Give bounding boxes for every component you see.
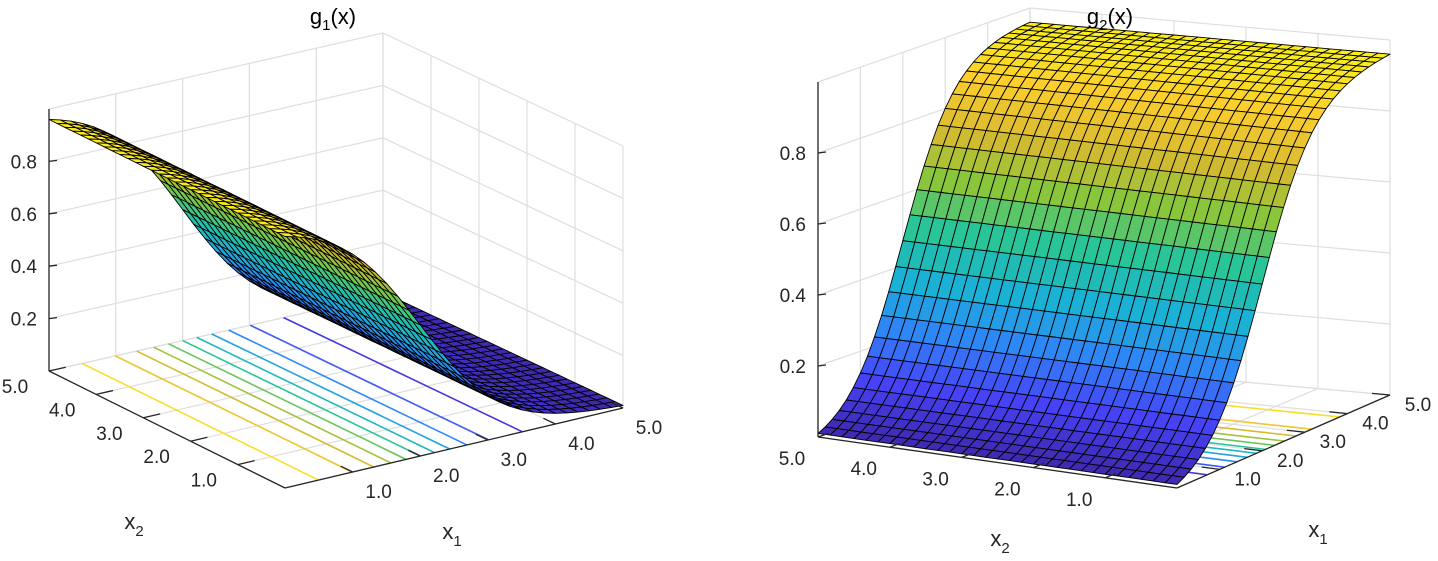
z-tick-mark	[817, 151, 827, 154]
y-tick-label: 1.0	[191, 471, 217, 492]
y-tick-mark	[889, 442, 901, 448]
x-tick-label: 5.0	[1405, 395, 1431, 416]
y-tick-mark	[48, 366, 66, 372]
grid-line	[382, 84, 624, 199]
z-tick-mark	[817, 222, 827, 225]
z-tick-mark	[817, 293, 827, 296]
contour-line	[168, 343, 407, 461]
z-tick-mark	[48, 212, 58, 215]
y-tick-mark	[817, 432, 829, 438]
x-tick-mark	[610, 401, 624, 409]
z-tick-label: 0.6	[780, 215, 806, 236]
x-tick-label: 1.0	[1234, 469, 1260, 490]
y-axis-label: x2	[990, 526, 1009, 557]
surface-patch	[276, 232, 297, 238]
tick-labels: 0.2 0.4 0.6 0.8 1.0 2.0 3.0 4.0 5.0 1.0 2.0 3.0 4.0 5…	[779, 144, 1431, 511]
z-tick-label: 0.2	[11, 310, 37, 331]
surface-plot-g1: 0.2 0.4 0.6 0.8 1.0 2.0 3.0 4.0 5.0 1.0 2.0 3.0 4.0 5…	[2, 4, 662, 550]
z-tick-label: 0.6	[11, 205, 37, 226]
x-tick-mark	[1201, 466, 1220, 471]
y-tick-mark	[961, 452, 973, 459]
contour-line	[81, 362, 319, 481]
z-tick-label: 0.4	[11, 257, 38, 278]
y-tick-label: 4.0	[851, 459, 877, 480]
x-tick-mark	[475, 433, 489, 441]
axes-lines	[817, 82, 1391, 489]
contour-line	[211, 333, 451, 450]
x-axis-line	[284, 407, 624, 489]
y-tick-mark	[1033, 462, 1045, 469]
x-tick-mark	[1371, 392, 1391, 396]
chart-title: g2(x)	[1087, 4, 1133, 34]
z-tick-label: 0.8	[11, 152, 37, 173]
grid-line	[48, 32, 384, 110]
y-axis-line	[48, 370, 286, 489]
surface-patch	[1164, 475, 1185, 485]
y-tick-label: 1.0	[1066, 490, 1092, 511]
chart-title: g1(x)	[310, 4, 356, 34]
x-tick-mark	[1244, 447, 1263, 452]
y-tick-label: 3.0	[922, 469, 948, 490]
contour-line	[136, 350, 375, 468]
surface-mesh	[48, 119, 624, 414]
contour-line	[228, 329, 468, 446]
grid-line	[48, 137, 384, 215]
y-tick-mark	[143, 413, 161, 419]
x-tick-mark	[340, 465, 353, 473]
z-tick-label: 0.8	[780, 144, 806, 165]
grid-line	[382, 189, 624, 304]
z-tick-mark	[817, 364, 827, 367]
contour-line	[114, 355, 353, 473]
contour-line	[182, 339, 421, 457]
tick-labels: 0.2 0.4 0.6 0.8 1.0 2.0 3.0 4.0 5.0 1.0 2.0 3.0 4.0 5…	[2, 152, 662, 503]
y-tick-label: 5.0	[2, 377, 28, 398]
axes-lines	[48, 109, 624, 489]
x-tick-label: 4.0	[568, 434, 594, 455]
grid-line	[382, 137, 624, 252]
z-tick-mark	[48, 264, 58, 267]
y-tick-mark	[237, 460, 255, 466]
y-tick-label: 4.0	[49, 400, 75, 421]
y-tick-label: 2.0	[143, 447, 169, 468]
z-tick-label: 0.2	[780, 357, 806, 378]
y-tick-label: 2.0	[994, 480, 1020, 501]
x-tick-label: 2.0	[1277, 451, 1303, 472]
x-tick-label: 3.0	[1320, 432, 1346, 453]
grid-line	[382, 32, 624, 147]
z-tick-mark	[48, 316, 58, 320]
y-tick-mark	[1104, 472, 1117, 479]
surface-mesh	[817, 21, 1391, 485]
x-tick-label: 3.0	[501, 450, 527, 471]
grid-line	[1029, 7, 1391, 41]
y-axis-label: x2	[124, 509, 143, 540]
y-tick-label: 5.0	[779, 449, 805, 470]
x-axis-label: x1	[442, 519, 461, 550]
x-tick-mark	[408, 449, 421, 457]
surface-plot-g2: 0.2 0.4 0.6 0.8 1.0 2.0 3.0 4.0 5.0 1.0 2.0 3.0 4.0 5…	[779, 4, 1431, 557]
contour-line	[249, 324, 489, 441]
x-tick-label: 4.0	[1362, 414, 1388, 435]
grid-line	[382, 242, 624, 357]
x-tick-mark	[1329, 411, 1348, 415]
y-tick-mark	[190, 436, 208, 442]
grid-line	[48, 84, 384, 162]
contour-projection	[81, 316, 523, 481]
grid-line	[817, 7, 1031, 83]
x-tick-label: 2.0	[433, 466, 459, 487]
z-tick-mark	[48, 159, 58, 163]
contour-line	[196, 336, 435, 454]
x-tick-label: 5.0	[636, 418, 662, 439]
x-axis-line	[1176, 394, 1391, 489]
contour-line	[153, 346, 392, 464]
x-tick-mark	[543, 417, 556, 425]
x-tick-mark	[1286, 429, 1305, 433]
z-tick-label: 0.4	[780, 286, 807, 307]
x-tick-label: 1.0	[365, 482, 391, 503]
y-axis-line	[817, 436, 1178, 489]
y-tick-mark	[96, 389, 114, 396]
y-tick-label: 3.0	[96, 424, 122, 445]
contour-line	[283, 316, 523, 433]
x-axis-label: x1	[1308, 517, 1327, 548]
